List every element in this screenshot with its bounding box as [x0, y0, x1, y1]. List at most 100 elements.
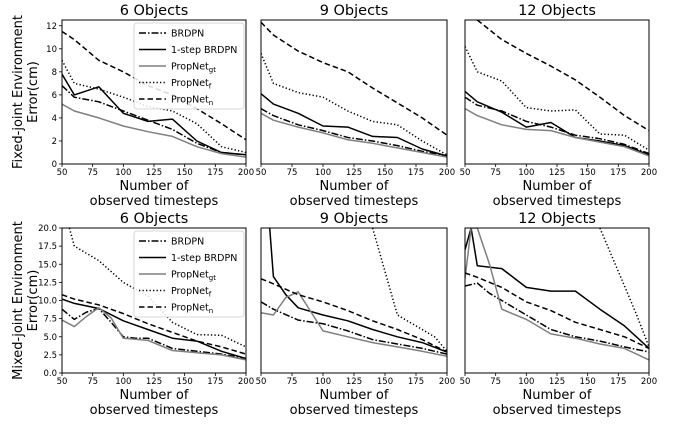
panel-1-ytick-label: 10: [46, 45, 57, 55]
panel-4-series-brdpn: [62, 307, 246, 360]
panel-3-series-propnet-f: [465, 46, 649, 151]
panel-4-xtick-label: 150: [177, 377, 193, 387]
panel-4-legend-label-brdpn: BRDPN: [171, 237, 204, 248]
panel-6-series-propnet-gt: [465, 228, 649, 361]
panel-1-xtick-label: 200: [238, 168, 254, 178]
panel-2-xtick-label: 100: [315, 168, 331, 178]
panel-4-ytick-label: 20.0: [38, 224, 57, 234]
panel-4-xtick-label: 50: [57, 377, 68, 387]
panel-2-xlabel-line-1: Number of: [320, 179, 389, 194]
panel-2-xtick-label: 75: [287, 168, 298, 178]
panel-1-legend-label-propnet-gt: PropNetgt: [171, 62, 216, 75]
panel-1-xtick-label: 175: [207, 168, 223, 178]
panel-5-series-propnet-f: [371, 228, 447, 352]
panel-2-xtick-label: 200: [439, 168, 455, 178]
panel-2-xlabel-line-2: observed timesteps: [290, 194, 419, 209]
panel-4-legend-label-propnet-n: PropNetn: [171, 303, 213, 316]
panel-6-xtick-label: 75: [490, 377, 501, 387]
panel-1-xtick-label: 150: [177, 168, 193, 178]
panel-5-xtick-label: 50: [256, 377, 267, 387]
panel-2-title: 9 Objects: [320, 3, 389, 19]
panel-5-xtick-label: 175: [408, 377, 424, 387]
panel-1-ytick-label: 6: [52, 91, 57, 101]
panel-4-xtick-label: 200: [238, 377, 254, 387]
panel-1-legend-label-propnet-f: PropNetf: [171, 78, 212, 91]
panel-2-frame: [260, 19, 448, 165]
panel-1-series-1-step-brdpn: [62, 73, 246, 156]
panel-3-series-propnet-gt: [465, 108, 649, 157]
panel-2-series-propnet-f: [261, 53, 447, 156]
panel-5-xtick-label: 150: [377, 377, 393, 387]
panel-2-series-brdpn: [261, 108, 447, 157]
panel-3-frame: [464, 19, 650, 165]
panel-1-ytick-label: 12: [46, 22, 57, 32]
panel-4-xtick-label: 75: [87, 377, 98, 387]
panel-4-legend-label-propnet-gt: PropNetgt: [171, 270, 216, 283]
panel-4-legend-box: [133, 230, 245, 318]
panel-4-ytick-label: 15.0: [38, 260, 57, 270]
panel-1-xlabel-line-1: Number of: [120, 179, 189, 194]
panel-4-ytick-label: 12.5: [38, 278, 57, 288]
panel-4-title: 6 Objects: [120, 211, 189, 227]
panel-3-xtick-label: 175: [610, 168, 626, 178]
panel-3-series-1-step-brdpn: [465, 90, 649, 156]
panel-5-series-propnet-n: [261, 278, 447, 353]
panel-4-ytick-label: 5.0: [43, 333, 57, 343]
panel-6-series-propnet-n: [465, 272, 649, 350]
panel-1-xtick-label: 75: [87, 168, 98, 178]
panel-4-xtick-label: 125: [146, 377, 162, 387]
panel-4-series-propnet-gt: [62, 307, 246, 361]
panel-6-frame: [464, 227, 650, 374]
panel-4-legend-label-propnet-f: PropNetf: [171, 286, 212, 299]
panel-1-legend-label-brdpn: BRDPN: [171, 29, 204, 40]
panel-6-series-propnet-f: [599, 228, 649, 348]
panel-4-xlabel-line-1: Number of: [120, 388, 189, 403]
panel-4-ytick-label: 2.5: [43, 351, 57, 361]
panel-1-ytick-label: 2: [52, 137, 57, 147]
panel-1-xtick-label: 100: [115, 168, 131, 178]
panel-1-legend-box: [133, 22, 245, 110]
panel-3-xtick-label: 75: [490, 168, 501, 178]
panel-6-series-brdpn: [465, 282, 649, 353]
panel-1-title: 6 Objects: [120, 3, 189, 19]
panel-3-xtick-label: 100: [518, 168, 534, 178]
panel-2-series-propnet-gt: [261, 112, 447, 158]
panel-6-xtick-label: 200: [641, 377, 657, 387]
panel-5-title: 9 Objects: [320, 211, 389, 227]
panel-5-series-1-step-brdpn: [268, 228, 447, 353]
panel-5-xtick-label: 100: [315, 377, 331, 387]
panel-6-xtick-label: 50: [460, 377, 471, 387]
panel-4-xtick-label: 175: [207, 377, 223, 387]
panel-4-xlabel-line-2: observed timesteps: [90, 403, 219, 418]
panel-2-xtick-label: 50: [256, 168, 267, 178]
panel-4-ytick-label: 0.0: [43, 369, 57, 379]
panel-4-ytick-label: 10.0: [38, 297, 57, 307]
panel-1-legend-label-1-step-brdpn: 1-step BRDPN: [171, 45, 237, 56]
panel-1-xtick-label: 50: [57, 168, 68, 178]
panel-5-xtick-label: 75: [287, 377, 298, 387]
panel-5-xtick-label: 200: [439, 377, 455, 387]
panel-5-xlabel-line-1: Number of: [320, 388, 389, 403]
panel-6-xtick-label: 125: [549, 377, 565, 387]
panel-4-series-1-step-brdpn: [62, 298, 246, 360]
panel-5-xlabel-line-2: observed timesteps: [290, 403, 419, 418]
panel-1-xlabel-line-2: observed timesteps: [90, 194, 219, 209]
panel-5-series-brdpn: [261, 301, 447, 355]
panel-3-xtick-label: 200: [641, 168, 657, 178]
panel-1-series-propnet-gt: [62, 103, 246, 158]
panel-6-xlabel-line-1: Number of: [523, 388, 592, 403]
panel-4-ylabel-line-1: Mixed-joint Environment: [11, 221, 26, 380]
panel-4-xtick-label: 100: [115, 377, 131, 387]
panel-3-xlabel-line-1: Number of: [523, 179, 592, 194]
panel-4-ylabel-line-2: Error(cm): [26, 270, 41, 332]
panel-4-series-propnet-n: [62, 293, 246, 355]
panel-5-series-propnet-gt: [261, 291, 447, 358]
panel-6-title: 12 Objects: [518, 211, 596, 227]
panel-2-xtick-label: 175: [408, 168, 424, 178]
panel-3-xtick-label: 150: [580, 168, 596, 178]
panel-3-series-propnet-n: [476, 20, 649, 132]
panel-3-xtick-label: 125: [549, 168, 565, 178]
panel-6-xlabel-line-2: observed timesteps: [493, 403, 622, 418]
panel-2-series-1-step-brdpn: [261, 93, 447, 157]
